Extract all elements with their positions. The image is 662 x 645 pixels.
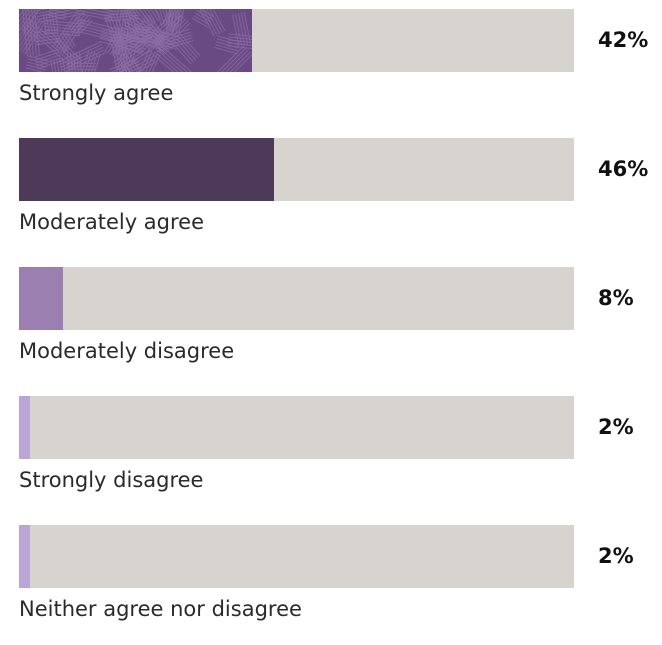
bar-track [19,525,574,588]
bar-track [19,396,574,459]
bar-fill [19,138,274,201]
value-label: 2% [598,414,634,440]
bar-track [19,267,574,330]
category-label: Moderately agree [19,209,204,235]
bar-pattern [19,9,252,72]
category-label: Neither agree nor disagree [19,596,302,622]
value-label: 2% [598,543,634,569]
category-label: Strongly agree [19,80,173,106]
bar-row: 42% Strongly agree [0,0,662,129]
bar-fill [19,267,63,330]
bar-track [19,9,574,72]
bar-row: 8% Moderately disagree [0,258,662,387]
value-label: 42% [598,27,648,53]
bar-fill [19,9,252,72]
category-label: Moderately disagree [19,338,234,364]
bar-row: 2% Strongly disagree [0,387,662,516]
value-label: 8% [598,285,634,311]
horizontal-bar-chart: 42% Strongly agree 46% Moderately agree 8% Mo… [0,0,662,631]
bar-fill [19,525,30,588]
bar-row: 2% Neither agree nor disagree [0,516,662,645]
category-label: Strongly disagree [19,467,203,493]
value-label: 46% [598,156,648,182]
bar-row: 46% Moderately agree [0,129,662,258]
bar-track [19,138,574,201]
bar-fill [19,396,30,459]
